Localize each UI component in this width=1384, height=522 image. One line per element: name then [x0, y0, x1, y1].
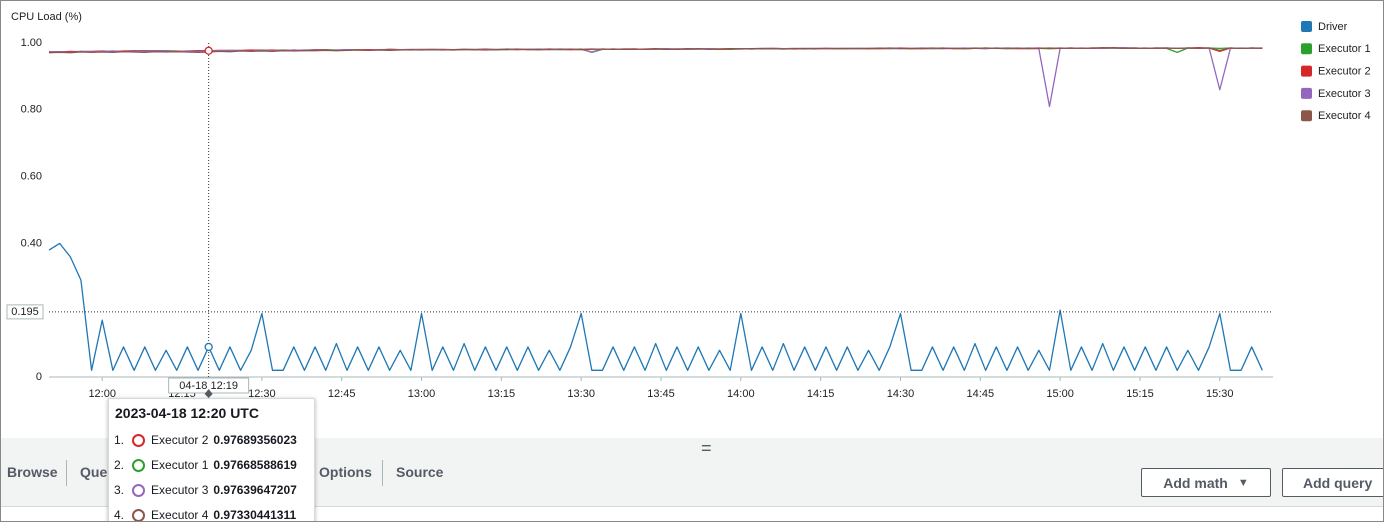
x-tick-label: 13:30	[567, 388, 595, 400]
x-tick-label: 15:30	[1206, 388, 1234, 400]
tooltip-rank: 3.	[114, 483, 125, 497]
legend-swatch	[1301, 21, 1312, 32]
legend-label: Driver	[1318, 21, 1348, 33]
x-tick-label: 14:00	[727, 388, 755, 400]
legend-label: Executor 4	[1318, 110, 1371, 122]
hover-point	[204, 46, 213, 55]
x-tick-label: 13:15	[488, 388, 516, 400]
y-tick-label: 1.00	[21, 37, 42, 49]
x-tick-label: 14:30	[887, 388, 915, 400]
add-math-button[interactable]: Add math ▼	[1141, 468, 1271, 497]
x-tick-label: 12:00	[88, 388, 116, 400]
tooltip-series: Executor 4	[151, 508, 209, 522]
tab[interactable]: Source	[396, 464, 444, 480]
tooltip-dot	[132, 458, 146, 472]
tab[interactable]: Que	[80, 464, 108, 480]
y-tick-label: 0.60	[21, 171, 42, 183]
y-tick-label: 0.80	[21, 104, 42, 116]
series-line	[48, 242, 1263, 371]
legend-label: Executor 1	[1318, 43, 1371, 55]
button-label: Add math	[1163, 474, 1228, 491]
hover-point	[204, 342, 213, 352]
x-tick-label: 15:00	[1046, 388, 1074, 400]
button-label: Add query	[1303, 474, 1373, 491]
tooltip-series: Executor 3	[151, 483, 209, 497]
series-line	[48, 47, 1263, 108]
tooltip-row: 2. Executor 1 0.97668588619	[114, 458, 297, 472]
series-line	[48, 47, 1263, 54]
tooltip-value: 0.97330441311	[213, 508, 297, 522]
add-query-button[interactable]: Add query	[1282, 468, 1383, 497]
legend-label: Executor 2	[1318, 66, 1371, 78]
tooltip: 2023-04-18 12:20 UTC 1. Executor 2 0.97689…	[108, 398, 315, 522]
crosshair-x-label: 04-18 12:19	[179, 380, 238, 392]
tooltip-row: 3. Executor 3 0.97639647207	[114, 483, 297, 497]
dropdown-arrow: ▼	[1237, 476, 1249, 489]
tooltip-dot	[132, 433, 146, 447]
resize-handle[interactable]: =	[701, 438, 712, 458]
crosshair-y-label: 0.195	[11, 306, 39, 318]
tooltip-rank: 2.	[114, 458, 125, 472]
tab[interactable]: Options	[319, 464, 372, 480]
x-tick-label: 13:45	[647, 388, 675, 400]
tab[interactable]: Browse	[7, 464, 58, 480]
crosshair-y-box	[6, 304, 44, 320]
x-tick-label: 14:15	[807, 388, 835, 400]
y-tick-label: 0.40	[21, 237, 42, 249]
tooltip-series: Executor 1	[151, 458, 209, 472]
tooltip-series: Executor 2	[151, 433, 209, 447]
legend-swatch	[1301, 43, 1312, 55]
x-tick-label: 15:15	[1126, 388, 1154, 400]
legend-swatch	[1301, 87, 1312, 99]
tooltip-value: 0.97639647207	[213, 483, 297, 497]
x-tick-label: 13:00	[408, 388, 436, 400]
legend-label: Executor 3	[1318, 88, 1371, 100]
x-tick-label: 12:45	[328, 388, 356, 400]
chart-title: CPU Load (%)	[11, 11, 82, 23]
crosshair-pointer	[204, 389, 213, 398]
x-tick-label: 14:45	[967, 388, 995, 400]
tooltip-value: 0.97668588619	[213, 458, 297, 472]
separator	[382, 460, 383, 486]
tooltip-row: 1. Executor 2 0.97689356023	[114, 433, 297, 447]
tooltip-rank: 4.	[114, 508, 125, 522]
tooltip-dot	[132, 508, 146, 521]
x-tick-label: 12:30	[248, 388, 276, 400]
tooltip-title: 2023-04-18 12:20 UTC	[115, 405, 259, 421]
separator	[66, 460, 67, 486]
y-tick-label: 0	[36, 371, 42, 383]
legend-swatch	[1301, 110, 1312, 122]
tooltip-rank: 1.	[114, 433, 125, 447]
tooltip-row: 4. Executor 4 0.97330441311	[114, 508, 297, 522]
tooltip-dot	[132, 483, 146, 497]
tooltip-value: 0.97689356023	[213, 433, 297, 447]
legend-swatch	[1301, 65, 1312, 77]
